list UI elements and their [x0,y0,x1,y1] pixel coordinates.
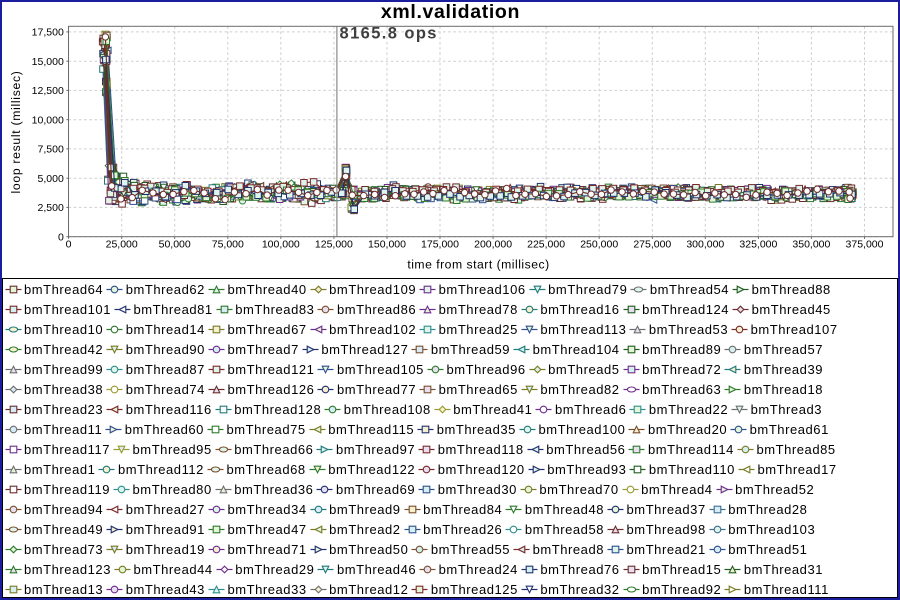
svg-text:17,500: 17,500 [32,27,64,39]
svg-text:250,000: 250,000 [580,239,618,251]
svg-text:time from start (millisec): time from start (millisec) [407,258,549,272]
svg-text:375,000: 375,000 [846,239,884,251]
svg-text:8165.8 ops: 8165.8 ops [340,25,438,43]
svg-text:150,000: 150,000 [368,239,406,251]
svg-text:0: 0 [58,231,64,243]
svg-text:loop result (millisec): loop result (millisec) [9,70,23,193]
svg-text:2,500: 2,500 [38,202,64,214]
svg-text:12,500: 12,500 [32,85,64,97]
svg-text:15,000: 15,000 [32,56,64,68]
svg-text:125,000: 125,000 [315,239,353,251]
svg-text:xml.validation: xml.validation [381,1,520,23]
svg-text:25,000: 25,000 [106,239,138,251]
svg-text:10,000: 10,000 [32,114,64,126]
svg-text:175,000: 175,000 [421,239,459,251]
svg-text:100,000: 100,000 [262,239,300,251]
svg-text:325,000: 325,000 [739,239,777,251]
svg-text:300,000: 300,000 [686,239,724,251]
svg-text:5,000: 5,000 [38,173,64,185]
svg-text:200,000: 200,000 [474,239,512,251]
svg-text:275,000: 275,000 [633,239,671,251]
svg-text:225,000: 225,000 [527,239,565,251]
svg-text:75,000: 75,000 [212,239,244,251]
svg-text:50,000: 50,000 [159,239,191,251]
svg-text:7,500: 7,500 [38,144,64,156]
svg-text:350,000: 350,000 [792,239,830,251]
svg-text:0: 0 [66,239,72,251]
